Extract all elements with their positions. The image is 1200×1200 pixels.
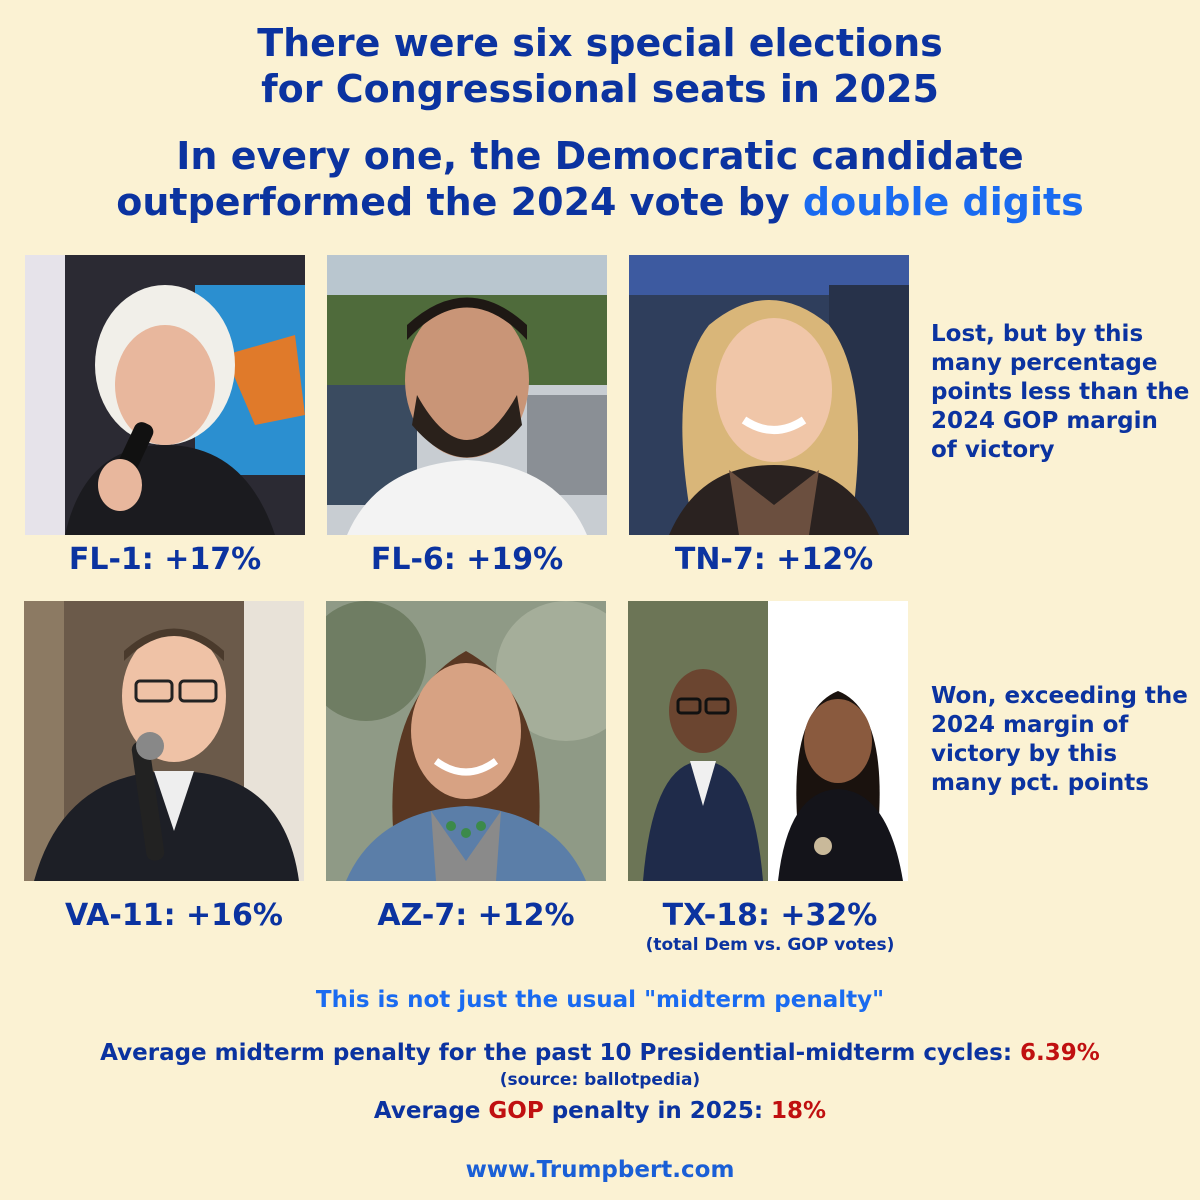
candidate-photo-fl1 xyxy=(25,255,305,535)
won-note: Won, exceeding the 2024 margin of victor… xyxy=(931,683,1188,796)
gop-word: GOP xyxy=(488,1098,544,1124)
race-result-az7: AZ-7: +12% xyxy=(377,898,575,933)
headline: There were six special elections for Con… xyxy=(0,20,1200,112)
subheadline: In every one, the Democratic candidate o… xyxy=(0,133,1200,225)
source-note: (source: ballotpedia) xyxy=(499,1070,701,1090)
race-result-tn7: TN-7: +12% xyxy=(674,542,874,577)
gop-penalty-prefix: Average xyxy=(373,1098,489,1124)
midterm-penalty-callout: This is not just the usual "midterm pena… xyxy=(315,987,885,1013)
subheadline-line-2: outperformed the 2024 vote by double dig… xyxy=(0,179,1200,225)
gop-penalty-value: 18% xyxy=(771,1098,827,1124)
candidate-photo-az7 xyxy=(326,601,606,881)
race-note-tx18: (total Dem vs. GOP votes) xyxy=(645,935,895,955)
race-result-tx18: TX-18: +32% xyxy=(662,898,878,933)
subheadline-prefix: outperformed the 2024 vote by xyxy=(116,180,803,224)
candidate-photo-tn7 xyxy=(629,255,909,535)
gop-penalty-middle: penalty in 2025: xyxy=(543,1098,772,1124)
race-result-fl6: FL-6: +19% xyxy=(370,542,564,577)
average-midterm-value: 6.39% xyxy=(1020,1040,1100,1066)
website-credit: www.Trumpbert.com xyxy=(465,1157,735,1183)
headline-line-1: There were six special elections xyxy=(257,21,943,65)
candidate-photo-tx18 xyxy=(628,601,908,881)
race-result-va11: VA-11: +16% xyxy=(65,898,283,933)
subheadline-line-1: In every one, the Democratic candidate xyxy=(176,134,1024,178)
candidate-photo-va11 xyxy=(24,601,304,881)
gop-penalty: Average GOP penalty in 2025: 18% xyxy=(0,1098,1200,1124)
average-midterm-penalty: Average midterm penalty for the past 10 … xyxy=(0,1040,1200,1066)
lost-note: Lost, but by this many percentage points… xyxy=(931,321,1190,463)
candidate-photo-fl6 xyxy=(327,255,607,535)
subheadline-highlight: double digits xyxy=(802,180,1084,224)
average-midterm-label: Average midterm penalty for the past 10 … xyxy=(100,1040,1021,1066)
race-result-fl1: FL-1: +17% xyxy=(68,542,262,577)
headline-line-2: for Congressional seats in 2025 xyxy=(261,67,939,111)
